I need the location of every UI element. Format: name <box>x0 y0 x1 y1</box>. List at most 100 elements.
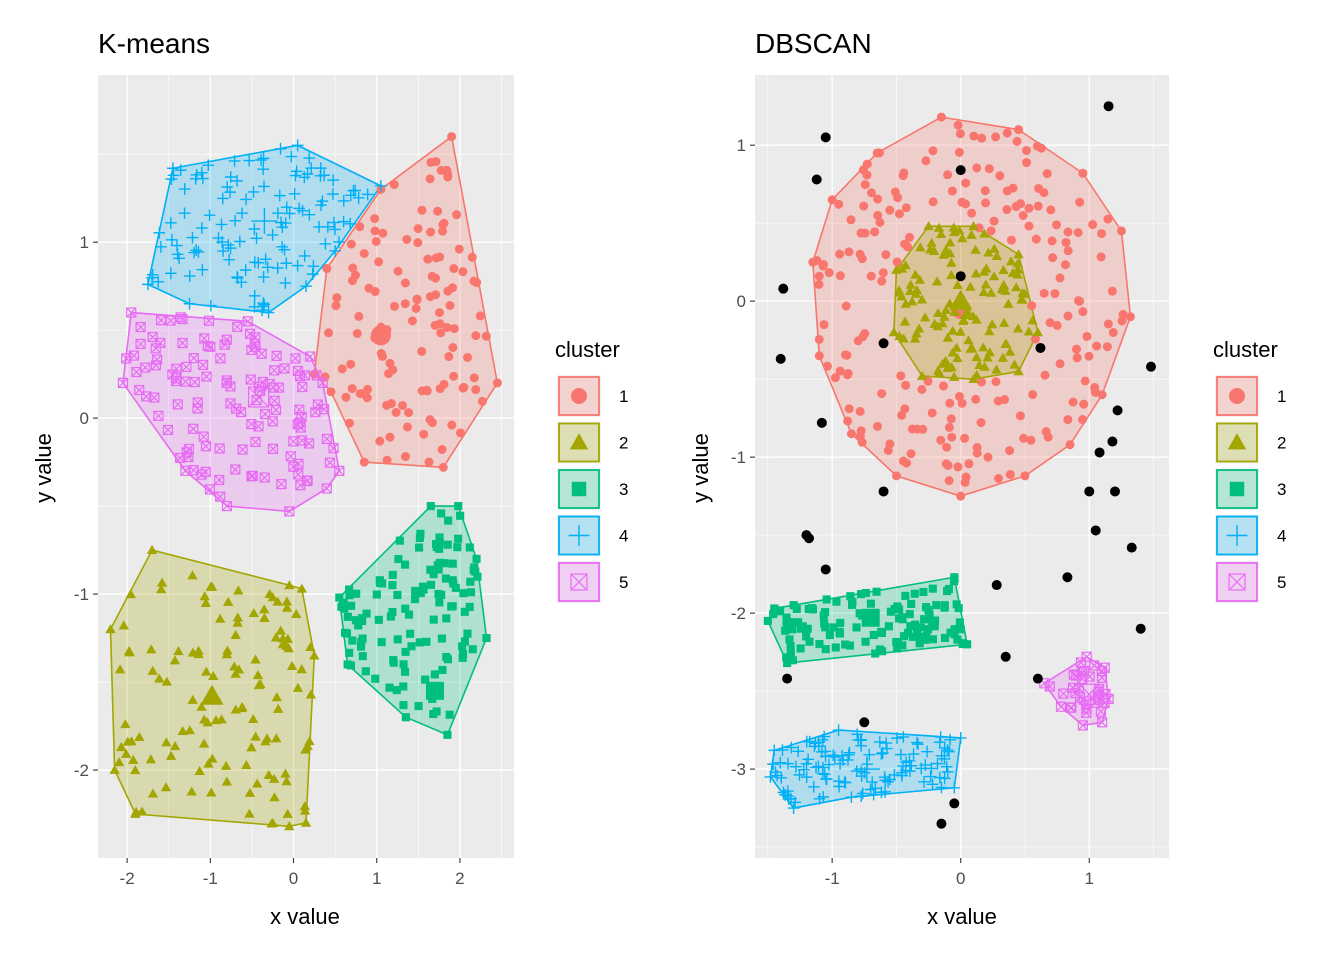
kmeans-cluster-5-point <box>317 377 328 389</box>
kmeans-cluster-4-point <box>303 152 316 164</box>
kmeans-cluster-3-point <box>466 577 475 586</box>
dbscan-cluster-1-point <box>928 197 938 207</box>
dbscan-cluster-4-point <box>895 748 907 761</box>
kmeans-cluster-5-point <box>155 315 167 326</box>
kmeans-legend-key-3 <box>557 468 601 510</box>
kmeans-cluster-4-point <box>257 271 270 283</box>
dbscan-cluster-1-point <box>844 404 854 414</box>
dbscan-cluster-1-point <box>957 398 967 408</box>
dbscan-cluster-2-point <box>1011 282 1022 292</box>
dbscan-cluster-3-point <box>924 625 933 634</box>
dbscan-cluster-3-point <box>958 639 967 648</box>
dbscan-legend-label: 4 <box>1277 527 1286 546</box>
kmeans-cluster-2-centroid <box>200 684 224 705</box>
kmeans-cluster-4-centroid <box>251 208 278 235</box>
kmeans-cluster-3-points <box>335 502 491 739</box>
kmeans-cluster-4-point <box>288 187 301 200</box>
dbscan-cluster-1-point <box>1021 145 1031 155</box>
dbscan-cluster-4-point <box>921 745 933 758</box>
dbscan-cluster-1-point <box>942 442 952 452</box>
dbscan-cluster-1-point <box>873 194 883 204</box>
kmeans-cluster-3-point <box>442 614 451 623</box>
kmeans-cluster-2-point <box>187 647 199 657</box>
kmeans-cluster-5-point <box>284 506 295 517</box>
kmeans-cluster-1-point <box>427 418 437 428</box>
dbscan-cluster-4-point <box>845 791 858 804</box>
kmeans-cluster-3-point <box>435 558 444 567</box>
kmeans-cluster-2-point <box>233 585 244 595</box>
kmeans-cluster-1-point <box>467 252 477 262</box>
kmeans-cluster-2-point <box>221 776 233 786</box>
dbscan-cluster-3-point <box>869 630 878 640</box>
dbscan-cluster-1-point <box>977 133 987 143</box>
kmeans-cluster-4-point <box>306 268 319 280</box>
kmeans-y-tick-label: 0 <box>80 409 89 428</box>
dbscan-cluster-1-point <box>1125 312 1135 322</box>
kmeans-cluster-1-point <box>332 293 342 303</box>
dbscan-cluster-3-point <box>822 595 831 604</box>
kmeans-cluster-1-point <box>346 239 356 249</box>
dbscan-cluster-1-point <box>1024 203 1034 213</box>
dbscan-cluster-4-point <box>800 771 813 783</box>
dbscan-noise-point <box>820 132 831 143</box>
kmeans-cluster-2-point <box>248 713 259 724</box>
dbscan-cluster-3-point <box>910 589 919 598</box>
kmeans-cluster-1-point <box>438 226 448 236</box>
kmeans-cluster-5-point <box>121 353 132 364</box>
kmeans-legend: 1 2 3 4 5 <box>557 375 628 603</box>
dbscan-cluster-2-point <box>980 279 992 289</box>
kmeans-cluster-1-point <box>447 132 457 142</box>
kmeans-cluster-1-point <box>431 290 441 300</box>
kmeans-cluster-1-point <box>412 295 422 305</box>
kmeans-cluster-4-point <box>316 195 329 207</box>
dbscan-cluster-1-point <box>961 472 971 482</box>
kmeans-cluster-5-point <box>321 483 332 494</box>
dbscan-cluster-3-point <box>841 640 850 649</box>
kmeans-cluster-2-point <box>161 676 173 686</box>
kmeans-cluster-5-point <box>200 441 212 452</box>
dbscan-cluster-4-point <box>793 769 806 781</box>
kmeans-cluster-1-point <box>354 311 364 321</box>
dbscan-cluster-2-point <box>971 352 982 362</box>
kmeans-cluster-4-point <box>217 245 229 257</box>
kmeans-cluster-4-point <box>272 207 284 220</box>
dbscan-noise-point <box>1035 342 1046 353</box>
dbscan-cluster-5-point <box>1065 702 1076 713</box>
dbscan-cluster-3-point <box>901 591 910 600</box>
kmeans-cluster-4-point <box>195 166 208 179</box>
dbscan-cluster-2-point <box>947 347 958 357</box>
kmeans-cluster-1-point <box>375 436 385 446</box>
dbscan-cluster-4-point <box>823 758 835 771</box>
kmeans-cluster-5-point <box>259 472 270 483</box>
kmeans-cluster-3-point <box>357 638 366 647</box>
kmeans-cluster-1-point <box>402 234 412 244</box>
kmeans-cluster-5-point <box>181 361 192 372</box>
kmeans-cluster-5-point <box>150 343 161 354</box>
dbscan-cluster-2-point <box>971 314 982 324</box>
dbscan-cluster-3-point <box>920 615 929 624</box>
kmeans-cluster-2-point <box>271 692 282 702</box>
dbscan-legend-marker-4 <box>1226 525 1248 546</box>
dbscan-cluster-2-point <box>909 333 921 343</box>
dbscan-noise-points <box>775 101 1156 829</box>
kmeans-cluster-2-point <box>136 806 148 816</box>
dbscan-cluster-1-point <box>1061 237 1071 247</box>
kmeans-cluster-3-point <box>356 642 366 651</box>
kmeans-cluster-1-point <box>326 387 336 397</box>
kmeans-cluster-3-point <box>465 602 474 612</box>
dbscan-cluster-3-point <box>946 628 955 637</box>
dbscan-cluster-3-point <box>846 592 855 601</box>
kmeans-cluster-4-point <box>188 246 200 259</box>
kmeans-legend-label: 2 <box>619 434 628 453</box>
kmeans-cluster-5-point <box>183 443 195 455</box>
dbscan-cluster-1-point <box>1078 307 1088 317</box>
kmeans-cluster-3-point <box>399 660 408 669</box>
dbscan-cluster-1-point <box>1039 288 1049 298</box>
dbscan-cluster-3-point <box>900 632 909 641</box>
dbscan-cluster-3-point <box>763 616 772 625</box>
kmeans-cluster-1-point <box>390 301 400 311</box>
dbscan-cluster-2-point <box>1005 256 1017 266</box>
kmeans-cluster-5-point <box>232 321 243 332</box>
dbscan-cluster-2-point <box>978 287 989 297</box>
dbscan-cluster-2-point <box>898 333 909 343</box>
